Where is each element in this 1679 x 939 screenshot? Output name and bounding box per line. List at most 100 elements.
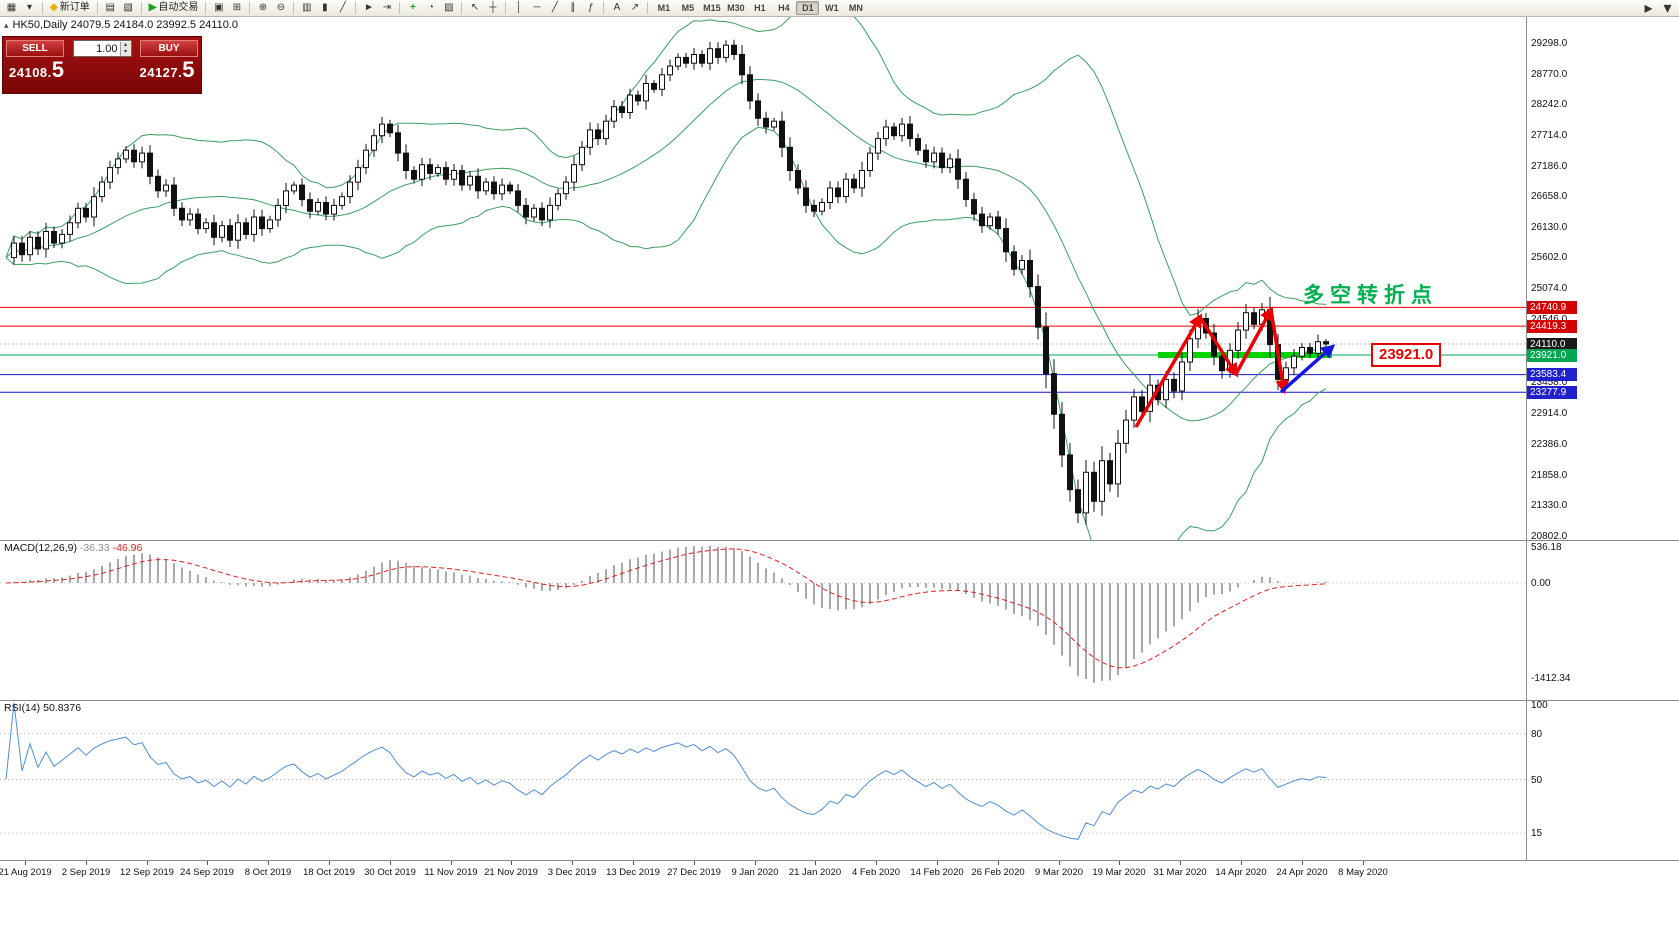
market-watch-icon[interactable]: ▤: [102, 1, 119, 16]
time-axis-label: 26 Feb 2020: [971, 867, 1025, 878]
macd-label: MACD(12,26,9) -36.33 -46.96: [4, 542, 143, 554]
line-chart-icon[interactable]: ╱: [334, 1, 351, 16]
arrow-tool-icon: ↗: [630, 2, 640, 13]
chart-list-dropdown-icon[interactable]: ▾: [21, 1, 38, 16]
line-chart-icon: ╱: [339, 2, 346, 13]
text-icon[interactable]: A: [608, 1, 625, 16]
tile-windows-icon[interactable]: ⊞: [228, 1, 245, 16]
one-click-toggle-icon[interactable]: ▴: [4, 19, 9, 30]
time-axis-tick: [755, 861, 756, 865]
macd-panel[interactable]: MACD(12,26,9) -36.33 -46.96 536.18 0.00 -1…: [0, 540, 1679, 700]
time-axis[interactable]: 21 Aug 2019 2 Sep 2019 12 Sep 2019 24 Sep 2…: [0, 860, 1679, 882]
time-axis-label: 3 Dec 2019: [547, 867, 597, 878]
chart-list-dropdown-icon: ▾: [26, 2, 33, 13]
time-axis-tick: [147, 861, 148, 865]
timeframe-h4[interactable]: H4: [778, 3, 790, 13]
rsi-canvas[interactable]: [0, 700, 1679, 860]
timeframe-h1[interactable]: H1: [754, 3, 766, 13]
auto-trading-button: ▶: [148, 2, 157, 13]
new-chart-icon[interactable]: ▦: [3, 1, 20, 16]
rsi-panel[interactable]: RSI(14) 50.8376 100 80 50 15: [0, 700, 1679, 860]
time-axis-tick: [511, 861, 512, 865]
cascade-windows-icon[interactable]: ▣: [210, 1, 227, 16]
volume-stepper[interactable]: ▴ ▾: [72, 40, 132, 57]
blue-trend-arrow[interactable]: [1279, 344, 1336, 394]
channel-icon[interactable]: ∥: [564, 1, 581, 16]
timeframe-m1[interactable]: M1: [657, 3, 671, 13]
cursor-icon[interactable]: ↖: [466, 1, 483, 16]
volume-down-icon[interactable]: ▾: [123, 48, 127, 55]
arrow-tool-icon[interactable]: ↗: [626, 1, 643, 16]
timeframe-m30[interactable]: M30: [727, 3, 745, 13]
time-axis-label: 8 May 2020: [1338, 867, 1388, 878]
new-chart-icon: ▦: [6, 2, 17, 13]
crosshair-icon[interactable]: ┼: [484, 1, 501, 16]
chart-scroll-icon[interactable]: ▸: [1644, 0, 1653, 17]
toolbar: ▦ ▾ ◆ 新订单 ▤ ▧ ▶ 自动交易 ▣ ⊞ ⊕ ⊖ ▥ ▮ ╱ ► ⇥ + ◔ ▨ ↖ ┼ │ ─ ╱ ∥ ƒ A ↗ M1 M5 M1…: [0, 0, 1679, 17]
auto-trading-button-label: 自动交易: [158, 2, 199, 13]
chart-ohlc-title: HK50,Daily 24079.5 24184.0 23992.5 24110…: [12, 19, 239, 31]
trendline-icon[interactable]: ╱: [546, 1, 563, 16]
toolbar-separator: [603, 2, 605, 14]
navigator-icon[interactable]: ▧: [120, 1, 137, 16]
timeframe-mn[interactable]: MN: [848, 3, 863, 13]
time-axis-label: 21 Nov 2019: [484, 867, 538, 878]
chart-shift-icon[interactable]: ⇥: [378, 1, 395, 16]
macd-signal-line: [5, 548, 1327, 669]
chart-shift-icon: ⇥: [382, 2, 392, 13]
time-axis-tick: [1059, 861, 1060, 865]
red-trend-arrow[interactable]: [1134, 313, 1203, 428]
buy-button[interactable]: BUY: [140, 40, 198, 57]
periods-icon: ◔: [427, 2, 434, 13]
periods-icon[interactable]: ◔: [422, 1, 439, 16]
bollinger-upper: [5, 17, 1327, 316]
time-axis-tick: [390, 861, 391, 865]
price-chart-panel[interactable]: ▴ HK50,Daily 24079.5 24184.0 23992.5 241…: [0, 17, 1679, 542]
text-icon: A: [613, 2, 621, 13]
indicators-icon[interactable]: +: [404, 1, 421, 16]
sell-button[interactable]: SELL: [6, 40, 64, 57]
candlestick-chart-icon[interactable]: ▮: [316, 1, 333, 16]
fibonacci-icon[interactable]: ƒ: [582, 1, 599, 16]
volume-input[interactable]: [73, 41, 120, 56]
new-order-button[interactable]: ◆ 新订单: [47, 1, 93, 16]
time-axis-tick: [815, 861, 816, 865]
auto-trading-button[interactable]: ▶ 自动交易: [146, 1, 202, 16]
panel-separator[interactable]: [0, 540, 1679, 541]
zoom-in-icon[interactable]: ⊕: [254, 1, 271, 16]
timeframe-m5[interactable]: M5: [681, 3, 695, 13]
market-watch-icon: ▤: [105, 2, 115, 13]
time-axis-tick: [1119, 861, 1120, 865]
zoom-out-icon[interactable]: ⊖: [272, 1, 289, 16]
red-trend-arrow[interactable]: [1198, 316, 1239, 378]
timeframe-d1[interactable]: D1: [796, 1, 820, 15]
time-axis-tick: [1180, 861, 1181, 865]
time-axis-label: 9 Mar 2020: [1034, 867, 1084, 878]
time-axis-label: 30 Oct 2019: [364, 867, 416, 878]
zoom-out-icon: ⊖: [276, 2, 286, 13]
red-trend-arrow[interactable]: [1269, 309, 1290, 395]
time-axis-tick: [876, 861, 877, 865]
time-axis-label: 12 Sep 2019: [120, 867, 174, 878]
main-chart-canvas[interactable]: [0, 17, 1679, 540]
time-axis-label: 24 Apr 2020: [1276, 867, 1328, 878]
time-axis-label: 8 Oct 2019: [244, 867, 292, 878]
vertical-line-icon[interactable]: │: [510, 1, 527, 16]
horizontal-line-icon[interactable]: ─: [528, 1, 545, 16]
more-tools-icon[interactable]: ▾: [1663, 0, 1672, 17]
timeframe-w1[interactable]: W1: [825, 3, 839, 13]
panel-separator[interactable]: [0, 700, 1679, 701]
timeframe-m15[interactable]: M15: [703, 3, 721, 13]
time-axis-label: 31 Mar 2020: [1153, 867, 1207, 878]
zoom-in-icon: ⊕: [258, 2, 268, 13]
macd-canvas[interactable]: [0, 540, 1679, 700]
bar-chart-icon[interactable]: ▥: [298, 1, 315, 16]
time-axis-label: 18 Oct 2019: [303, 867, 355, 878]
templates-icon[interactable]: ▨: [440, 1, 457, 16]
rsi-label: RSI(14) 50.8376: [4, 702, 82, 714]
toolbar-separator: [461, 2, 463, 14]
candlestick-chart-icon: ▮: [322, 2, 328, 13]
red-trend-arrow[interactable]: [1234, 306, 1274, 375]
auto-scroll-icon[interactable]: ►: [360, 1, 377, 16]
volume-up-icon[interactable]: ▴: [123, 41, 127, 48]
